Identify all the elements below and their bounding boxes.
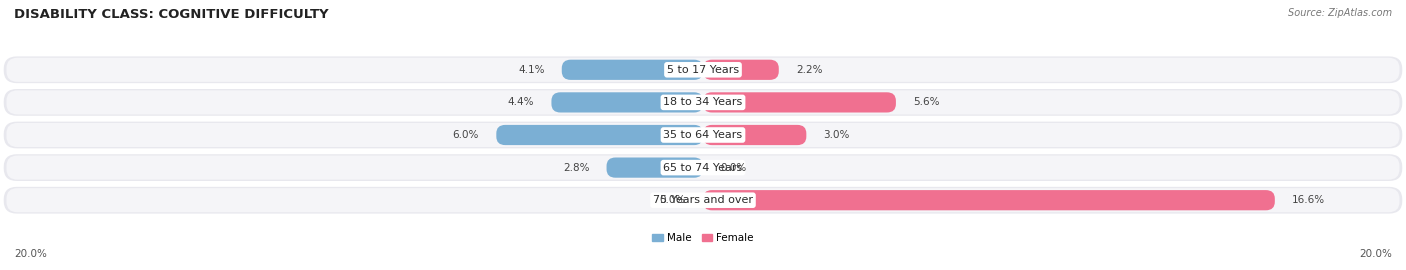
FancyBboxPatch shape — [4, 154, 1402, 181]
Text: 4.4%: 4.4% — [508, 97, 534, 107]
Text: 5 to 17 Years: 5 to 17 Years — [666, 65, 740, 75]
FancyBboxPatch shape — [703, 92, 896, 113]
Text: 6.0%: 6.0% — [453, 130, 479, 140]
FancyBboxPatch shape — [4, 187, 1402, 214]
FancyBboxPatch shape — [7, 123, 1399, 147]
FancyBboxPatch shape — [606, 157, 703, 178]
FancyBboxPatch shape — [7, 58, 1399, 82]
FancyBboxPatch shape — [4, 56, 1402, 83]
FancyBboxPatch shape — [703, 125, 807, 145]
FancyBboxPatch shape — [4, 89, 1402, 116]
Text: 0.0%: 0.0% — [659, 195, 686, 205]
FancyBboxPatch shape — [7, 156, 1399, 180]
Text: 16.6%: 16.6% — [1292, 195, 1326, 205]
Text: 35 to 64 Years: 35 to 64 Years — [664, 130, 742, 140]
Text: 18 to 34 Years: 18 to 34 Years — [664, 97, 742, 107]
Text: 20.0%: 20.0% — [14, 249, 46, 259]
Text: 75 Years and over: 75 Years and over — [652, 195, 754, 205]
Text: 5.6%: 5.6% — [912, 97, 939, 107]
Text: 2.2%: 2.2% — [796, 65, 823, 75]
Text: 20.0%: 20.0% — [1360, 249, 1392, 259]
Legend: Male, Female: Male, Female — [648, 229, 758, 247]
Text: DISABILITY CLASS: COGNITIVE DIFFICULTY: DISABILITY CLASS: COGNITIVE DIFFICULTY — [14, 8, 329, 21]
Text: 3.0%: 3.0% — [824, 130, 851, 140]
FancyBboxPatch shape — [496, 125, 703, 145]
Text: 65 to 74 Years: 65 to 74 Years — [664, 163, 742, 173]
FancyBboxPatch shape — [7, 90, 1399, 114]
FancyBboxPatch shape — [703, 60, 779, 80]
Text: 4.1%: 4.1% — [517, 65, 544, 75]
FancyBboxPatch shape — [7, 188, 1399, 212]
FancyBboxPatch shape — [551, 92, 703, 113]
Text: 2.8%: 2.8% — [562, 163, 589, 173]
Text: Source: ZipAtlas.com: Source: ZipAtlas.com — [1288, 8, 1392, 18]
FancyBboxPatch shape — [4, 122, 1402, 148]
FancyBboxPatch shape — [703, 190, 1275, 210]
Text: 0.0%: 0.0% — [720, 163, 747, 173]
FancyBboxPatch shape — [562, 60, 703, 80]
